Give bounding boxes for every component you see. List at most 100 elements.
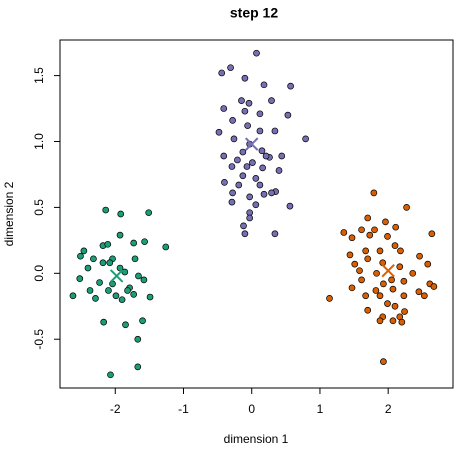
point — [240, 222, 247, 230]
point — [380, 358, 387, 365]
point — [218, 69, 226, 77]
point — [391, 242, 399, 249]
point — [260, 81, 268, 89]
point — [117, 210, 125, 218]
x-tick-label: -1 — [178, 402, 189, 416]
point — [258, 147, 266, 155]
point — [96, 279, 103, 286]
point — [112, 292, 120, 300]
point — [416, 252, 423, 260]
point — [420, 292, 428, 300]
point — [106, 259, 114, 267]
point — [162, 243, 170, 251]
point — [376, 247, 384, 255]
point — [130, 291, 138, 298]
point — [104, 240, 112, 248]
point — [278, 152, 286, 160]
point — [286, 202, 294, 210]
point — [90, 255, 97, 263]
x-tick-label: 1 — [317, 402, 324, 416]
point — [275, 167, 283, 174]
point — [118, 296, 126, 304]
point — [373, 269, 380, 277]
point — [260, 190, 268, 198]
point — [130, 239, 138, 247]
point — [253, 49, 260, 57]
point — [235, 181, 243, 189]
point — [302, 135, 309, 143]
x-tick-label: 2 — [385, 402, 392, 416]
point — [428, 230, 436, 238]
point — [146, 293, 154, 301]
point — [396, 263, 404, 271]
y-tick-label: 1.5 — [32, 67, 46, 84]
point — [107, 371, 114, 379]
point — [116, 264, 124, 272]
point — [221, 179, 228, 186]
point — [340, 229, 348, 236]
point — [102, 206, 110, 214]
point — [384, 300, 391, 307]
point — [358, 226, 365, 234]
point — [139, 317, 146, 325]
point — [388, 276, 395, 284]
point — [287, 82, 294, 90]
point — [77, 252, 84, 260]
point — [364, 255, 372, 263]
point — [400, 292, 408, 300]
point — [362, 247, 370, 255]
point — [228, 163, 236, 170]
point — [227, 64, 234, 72]
point — [84, 264, 92, 272]
point — [69, 292, 77, 300]
point — [228, 198, 236, 206]
point — [239, 148, 247, 156]
centroid — [381, 263, 395, 278]
point — [229, 117, 236, 124]
point — [401, 308, 408, 315]
point — [382, 218, 389, 226]
y-axis-label: dimension 2 — [2, 181, 16, 246]
point — [362, 292, 370, 300]
point — [346, 251, 354, 259]
point — [389, 317, 397, 325]
point — [134, 335, 142, 343]
point — [238, 97, 245, 104]
point — [134, 363, 142, 371]
point — [99, 259, 107, 267]
point — [215, 128, 223, 136]
point — [364, 306, 372, 314]
point — [271, 230, 279, 238]
point — [92, 295, 99, 302]
centroid — [245, 137, 259, 151]
point — [376, 292, 384, 300]
point — [351, 260, 359, 268]
point — [391, 302, 399, 310]
point — [246, 214, 254, 222]
point — [256, 110, 264, 118]
point — [380, 280, 387, 288]
point — [140, 276, 148, 284]
point — [284, 111, 292, 119]
point — [243, 163, 251, 170]
point — [124, 287, 131, 294]
point — [424, 260, 432, 268]
point — [392, 223, 400, 231]
point — [371, 226, 378, 234]
x-tick-label: -2 — [110, 402, 121, 416]
point — [372, 287, 380, 294]
point — [348, 284, 356, 292]
point — [271, 127, 279, 135]
point — [366, 231, 374, 239]
x-tick-label: 0 — [248, 402, 255, 416]
point — [109, 280, 116, 288]
point — [135, 272, 142, 280]
point — [409, 269, 417, 277]
point — [348, 234, 356, 242]
point — [400, 277, 408, 285]
point — [364, 214, 372, 222]
point — [403, 204, 410, 211]
point — [116, 231, 124, 239]
y-tick-label: 0.0 — [32, 265, 46, 282]
point — [121, 268, 129, 276]
